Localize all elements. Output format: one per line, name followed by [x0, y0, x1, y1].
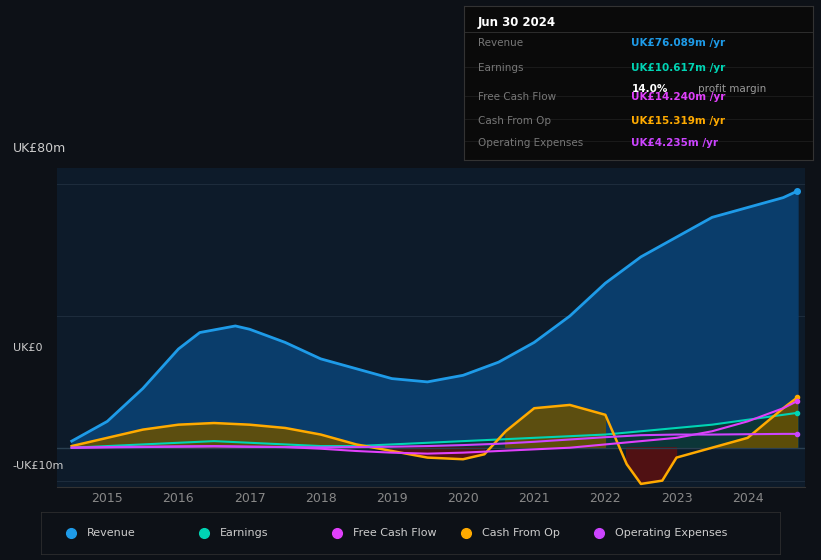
Text: UK£76.089m /yr: UK£76.089m /yr [631, 38, 726, 48]
Text: UK£80m: UK£80m [12, 142, 66, 155]
Text: UK£10.617m /yr: UK£10.617m /yr [631, 63, 726, 73]
Text: Operating Expenses: Operating Expenses [478, 138, 583, 148]
Text: Revenue: Revenue [87, 529, 135, 538]
Text: Cash From Op: Cash From Op [482, 529, 560, 538]
Text: UK£0: UK£0 [12, 343, 42, 353]
Text: Cash From Op: Cash From Op [478, 116, 551, 125]
Text: Earnings: Earnings [220, 529, 268, 538]
Text: -UK£10m: -UK£10m [12, 461, 64, 472]
Text: UK£14.240m /yr: UK£14.240m /yr [631, 92, 726, 102]
Text: UK£15.319m /yr: UK£15.319m /yr [631, 116, 725, 125]
Text: Free Cash Flow: Free Cash Flow [353, 529, 437, 538]
Text: Jun 30 2024: Jun 30 2024 [478, 16, 556, 29]
Text: Operating Expenses: Operating Expenses [615, 529, 727, 538]
Text: Free Cash Flow: Free Cash Flow [478, 92, 556, 102]
Text: Earnings: Earnings [478, 63, 523, 73]
Text: 14.0%: 14.0% [631, 84, 667, 94]
Text: UK£4.235m /yr: UK£4.235m /yr [631, 138, 718, 148]
Text: Revenue: Revenue [478, 38, 523, 48]
Text: profit margin: profit margin [698, 84, 766, 94]
